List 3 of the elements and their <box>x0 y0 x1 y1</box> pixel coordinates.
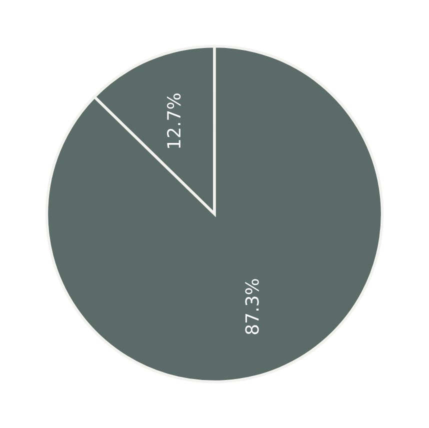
data-label: 12.7% <box>166 94 181 148</box>
data-label: 87.3% <box>245 279 259 334</box>
pie-slice <box>45 44 384 384</box>
